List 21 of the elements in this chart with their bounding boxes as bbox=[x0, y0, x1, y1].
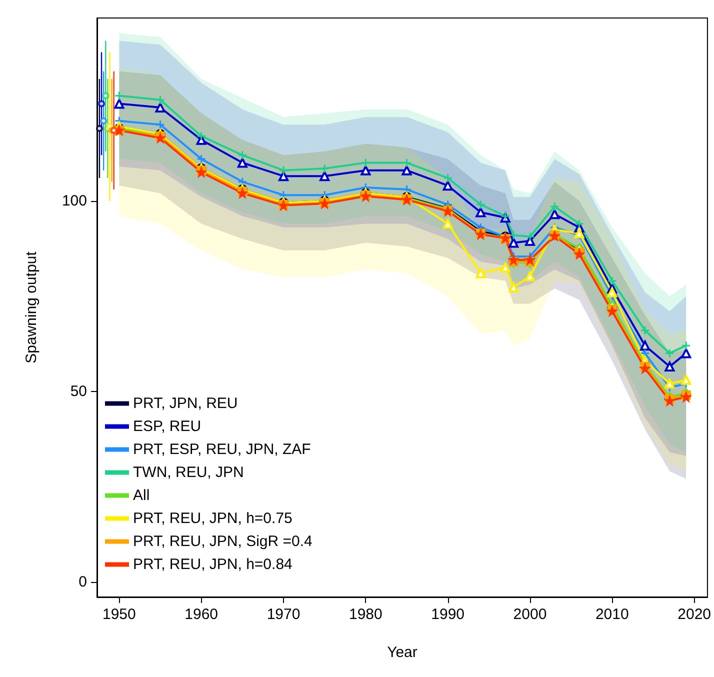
x-tick-label: 1960 bbox=[184, 606, 218, 623]
legend-label: PRT, REU, JPN, SigR =0.4 bbox=[133, 533, 312, 550]
x-axis-title: Year bbox=[387, 644, 418, 661]
x-tick-label: 2020 bbox=[678, 606, 712, 623]
legend-label: All bbox=[133, 487, 150, 504]
x-tick-label: 2000 bbox=[513, 606, 547, 623]
y-tick-label: 100 bbox=[62, 192, 87, 210]
legend-label: ESP, REU bbox=[133, 418, 202, 435]
legend-label: PRT, REU, JPN, h=0.84 bbox=[133, 556, 292, 573]
legend-label: PRT, JPN, REU bbox=[133, 395, 238, 412]
legend-label: TWN, REU, JPN bbox=[133, 464, 244, 481]
x-tick-label: 1980 bbox=[348, 606, 382, 623]
y-tick-label: 0 bbox=[78, 573, 87, 590]
x-tick-label: 2010 bbox=[595, 606, 629, 623]
x-tick-label: 1950 bbox=[102, 606, 136, 623]
x-tick-label: 1990 bbox=[431, 606, 465, 623]
y-axis-title: Spawning output bbox=[23, 250, 40, 364]
x-tick-label: 1970 bbox=[266, 606, 300, 623]
legend-label: PRT, ESP, REU, JPN, ZAF bbox=[133, 441, 311, 458]
legend-label: PRT, REU, JPN, h=0.75 bbox=[133, 510, 292, 527]
y-tick-label: 50 bbox=[70, 382, 87, 400]
